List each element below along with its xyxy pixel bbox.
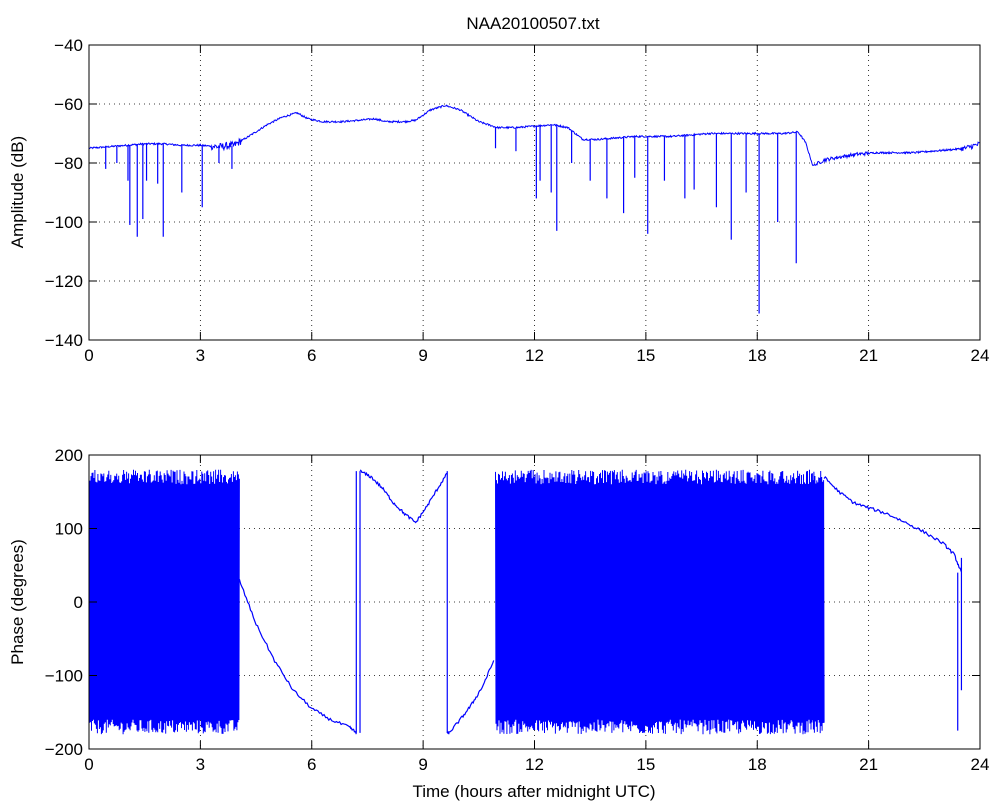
x-axis-label: Time (hours after midnight UTC) [412,782,655,801]
phase-trend-segment-0 [238,579,357,735]
amplitude-xtick-label-4: 12 [525,346,544,365]
phase-ytick-label-2: 0 [74,593,83,612]
amplitude-ytick-label-5: −40 [54,36,83,55]
phase-series [88,469,963,735]
phase-xtick-label-5: 15 [636,755,655,774]
phase-ticks: 0 3 6 9 12 15 18 21 24 −200 −100 0 100 200 [45,446,990,774]
amplitude-ytick-label-3: −80 [54,154,83,173]
amplitude-ticks: 0 3 6 9 12 15 18 21 24 −140 −120 −100 −80 −60 −40 [45,36,990,365]
phase-wrapped-segment-1 [495,469,814,735]
amplitude-xtick-label-6: 18 [748,346,767,365]
phase-trend-segment-1 [359,469,448,524]
phase-xtick-label-6: 18 [748,755,767,774]
phase-ytick-label-4: 200 [55,446,83,465]
amplitude-xtick-label-2: 6 [307,346,316,365]
phase-xtick-label-7: 21 [859,755,878,774]
phase-wrapped-segment-2 [812,470,825,734]
phase-xtick-label-8: 24 [971,755,990,774]
amplitude-gridlines [89,45,980,340]
phase-xtick-label-3: 9 [418,755,427,774]
phase-ytick-label-1: −100 [45,667,83,686]
amplitude-panel: NAA20100507.txt 0 3 6 9 12 15 18 21 24 −140 −120 −1… [8,14,989,365]
amplitude-xtick-label-5: 15 [636,346,655,365]
amplitude-y-axis-label: Amplitude (dB) [8,136,27,248]
amplitude-line [88,104,981,167]
amplitude-xtick-label-7: 21 [859,346,878,365]
amplitude-xtick-label-8: 24 [971,346,990,365]
phase-trend-segment-2 [446,660,495,735]
amplitude-xtick-label-3: 9 [418,346,427,365]
phase-ytick-label-0: −200 [45,740,83,759]
amplitude-ytick-label-0: −140 [45,331,83,350]
phase-xtick-label-2: 6 [307,755,316,774]
amplitude-ytick-label-2: −100 [45,213,83,232]
phase-xtick-label-0: 0 [84,755,93,774]
amplitude-series [88,104,981,314]
phase-y-axis-label: Phase (degrees) [8,539,27,665]
phase-panel: 0 3 6 9 12 15 18 21 24 −200 −100 0 100 200 Phase (deg… [8,446,989,801]
phase-xtick-label-1: 3 [196,755,205,774]
phase-wrapped-segment-0 [88,469,240,735]
chart-title: NAA20100507.txt [466,14,600,33]
phase-trend-segment-3 [823,475,962,573]
amplitude-xtick-label-1: 3 [196,346,205,365]
amplitude-ytick-label-4: −60 [54,95,83,114]
amplitude-ytick-label-1: −120 [45,272,83,291]
phase-ytick-label-3: 100 [55,520,83,539]
phase-xtick-label-4: 12 [525,755,544,774]
amplitude-xtick-label-0: 0 [84,346,93,365]
